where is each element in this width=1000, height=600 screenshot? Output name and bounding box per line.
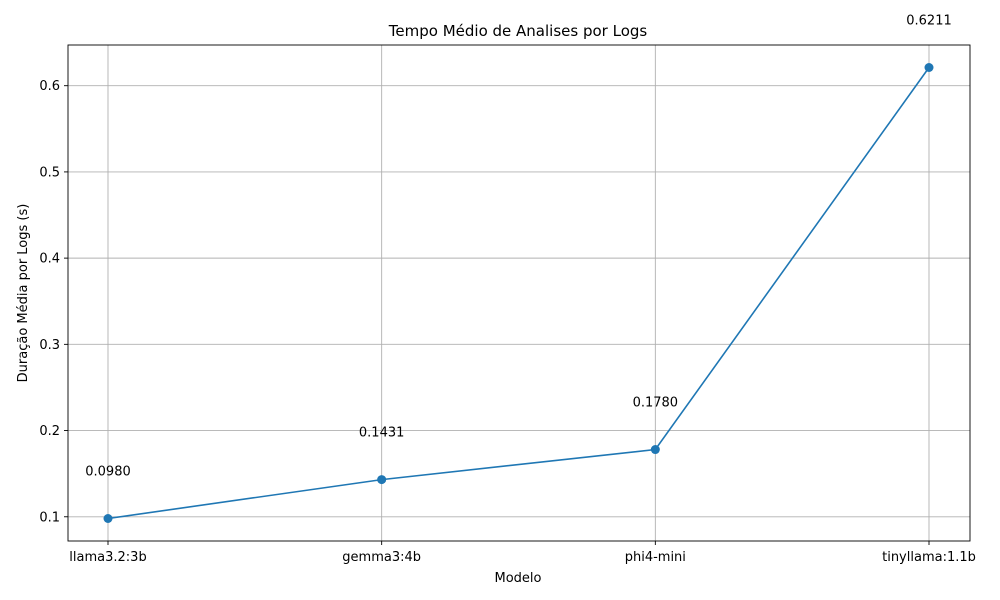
x-tick-label: llama3.2:3b	[69, 550, 146, 565]
data-labels: 0.0980 0.1431 0.1780 0.6211	[85, 14, 952, 480]
y-tick-label: 0.1	[39, 510, 60, 525]
x-tick-label: phi4-mini	[625, 550, 686, 565]
y-tick-label: 0.2	[39, 424, 60, 439]
y-axis-label: Duração Média por Logs (s)	[16, 204, 31, 383]
chart-title: Tempo Médio de Analises por Logs	[388, 22, 648, 40]
series-polyline	[107, 67, 930, 520]
y-axis-ticks: 0.1 0.2 0.3 0.4 0.5 0.6	[39, 79, 68, 525]
x-tick-label: tinyllama:1.1b	[882, 550, 976, 565]
x-axis-label: Modelo	[495, 571, 542, 586]
data-point	[103, 513, 113, 523]
y-tick-label: 0.3	[39, 338, 60, 353]
y-tick-label: 0.6	[39, 79, 60, 94]
data-point	[924, 63, 934, 73]
x-tick-label: gemma3:4b	[342, 550, 421, 565]
data-label: 0.0980	[85, 464, 131, 479]
series-points	[103, 63, 934, 523]
series-line	[107, 67, 930, 520]
y-tick-label: 0.5	[39, 165, 60, 180]
data-label: 0.1780	[633, 396, 679, 411]
data-label: 0.6211	[906, 14, 952, 29]
data-label: 0.1431	[359, 426, 405, 441]
data-point	[650, 445, 660, 455]
x-axis-ticks: llama3.2:3b gemma3:4b phi4-mini tinyllama:1…	[69, 541, 976, 565]
grid	[68, 45, 970, 541]
y-tick-label: 0.4	[39, 252, 60, 267]
data-point	[377, 475, 387, 485]
plot-area-frame	[67, 44, 971, 542]
